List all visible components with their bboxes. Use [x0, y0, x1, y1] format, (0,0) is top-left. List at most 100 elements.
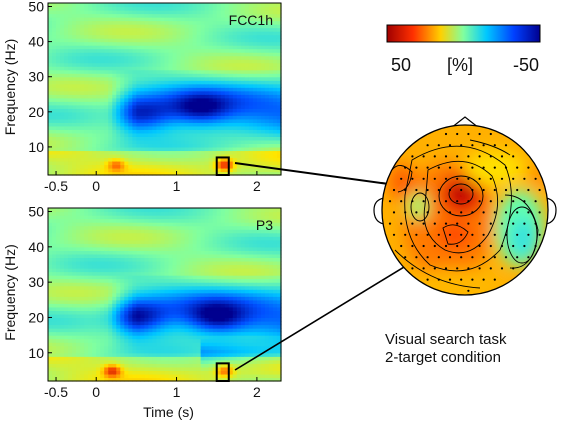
heatmap-cell	[56, 229, 61, 234]
heatmap-cell	[80, 122, 85, 127]
heatmap-cell	[216, 246, 222, 251]
heatmap-cell	[120, 160, 125, 166]
heatmap-cell	[212, 118, 218, 123]
heatmap-cell	[220, 48, 226, 53]
heatmap-cell	[64, 335, 69, 340]
heatmap-cell	[200, 296, 206, 301]
heatmap-cell	[252, 115, 258, 120]
heatmap-cell	[132, 338, 137, 343]
heatmap-cell	[116, 275, 121, 280]
heatmap-cell	[116, 229, 121, 234]
heatmap-cell	[76, 3, 81, 8]
heatmap-cell	[204, 222, 210, 227]
heatmap-cell	[80, 264, 85, 269]
heatmap-cell	[88, 335, 93, 340]
heatmap-cell	[232, 171, 238, 176]
heatmap-cell	[184, 38, 190, 43]
heatmap-cell	[248, 132, 254, 137]
heatmap-cell	[48, 13, 53, 18]
heatmap-cell	[148, 104, 154, 109]
heatmap-cell	[204, 31, 210, 36]
heatmap-cell	[188, 20, 194, 25]
heatmap-cell	[196, 282, 202, 287]
heatmap-cell	[124, 303, 129, 308]
heatmap-cell	[272, 167, 278, 173]
heatmap-cell	[172, 359, 178, 364]
heatmap-cell	[188, 115, 194, 120]
heatmap-cell	[116, 264, 121, 269]
heatmap-cell	[196, 73, 202, 78]
heatmap-cell	[124, 363, 129, 368]
heatmap-cell	[204, 101, 210, 106]
heatmap-cell	[88, 271, 93, 276]
heatmap-cell	[176, 320, 182, 326]
heatmap-cell	[192, 115, 198, 120]
heatmap-cell	[256, 157, 262, 162]
heatmap-cell	[48, 352, 53, 357]
heatmap-cell	[152, 31, 158, 36]
heatmap-cell	[144, 366, 150, 372]
heatmap-cell	[176, 38, 182, 43]
heatmap-cell	[200, 236, 206, 241]
heatmap-cell	[128, 118, 133, 123]
heatmap-cell	[136, 31, 141, 36]
heatmap-cell	[56, 3, 61, 8]
heatmap-cell	[216, 243, 222, 248]
heatmap-cell	[100, 17, 105, 22]
heatmap-cell	[172, 239, 178, 244]
heatmap-cell	[200, 232, 206, 237]
heatmap-cell	[144, 132, 150, 137]
heatmap-cell	[168, 20, 174, 25]
heatmap-cell	[128, 143, 133, 148]
heatmap-cell	[64, 150, 69, 155]
heatmap-cell	[56, 253, 61, 259]
heatmap-cell	[200, 146, 206, 152]
heatmap-cell	[176, 377, 182, 382]
heatmap-cell	[152, 218, 158, 223]
heatmap-cell	[216, 331, 222, 336]
heatmap-cell	[144, 24, 150, 29]
heatmap-cell	[164, 83, 170, 88]
heatmap-cell	[52, 268, 57, 273]
heatmap-cell	[136, 232, 141, 237]
heatmap-cell	[212, 171, 218, 176]
heatmap-cell	[200, 363, 206, 368]
heatmap-cell	[156, 320, 162, 326]
heatmap-cell	[84, 38, 89, 43]
heatmap-cell	[84, 253, 89, 259]
heatmap-cell	[56, 285, 61, 290]
heatmap-cell	[144, 111, 150, 116]
heatmap-cell	[200, 118, 206, 123]
heatmap-cell	[100, 76, 105, 81]
heatmap-cell	[96, 215, 101, 220]
heatmap-cell	[176, 34, 182, 39]
heatmap-cell	[252, 122, 258, 127]
heatmap-cell	[152, 157, 158, 162]
heatmap-cell	[268, 6, 274, 11]
heatmap-cell	[124, 66, 129, 71]
heatmap-cell	[144, 118, 150, 123]
heatmap-cell	[196, 352, 202, 357]
heatmap-cell	[116, 52, 121, 57]
heatmap-cell	[176, 13, 182, 18]
heatmap-cell	[180, 52, 186, 57]
heatmap-cell	[184, 338, 190, 343]
heatmap-cell	[236, 94, 242, 99]
heatmap-cell	[188, 143, 194, 148]
heatmap-cell	[100, 6, 105, 11]
heatmap-cell	[168, 278, 174, 283]
heatmap-cell	[192, 48, 198, 53]
heatmap-cell	[132, 167, 137, 173]
heatmap-cell	[216, 373, 222, 379]
heatmap-cell	[172, 236, 178, 241]
heatmap-cell	[236, 122, 242, 127]
heatmap-cell	[48, 55, 53, 60]
heatmap-cell	[160, 306, 166, 311]
heatmap-cell	[72, 167, 77, 173]
heatmap-cell	[184, 268, 190, 273]
heatmap-cell	[112, 320, 117, 326]
heatmap-cell	[80, 282, 85, 287]
heatmap-cell	[216, 6, 222, 11]
heatmap-cell	[120, 139, 125, 145]
heatmap-cell	[208, 328, 214, 333]
